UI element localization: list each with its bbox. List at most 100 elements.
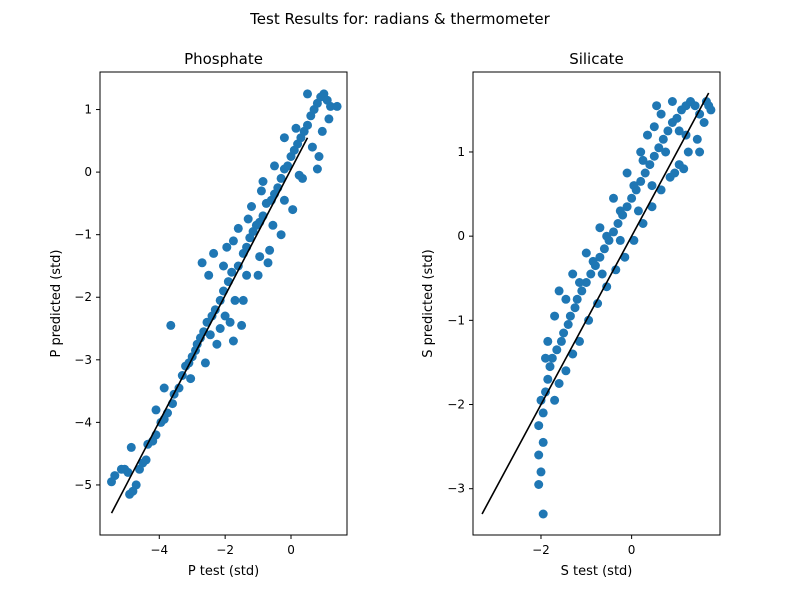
silicate-data-point [670, 168, 680, 178]
silicate-data-point [575, 278, 584, 287]
silicate-data-point [629, 235, 639, 245]
phosphate-title: Phosphate [184, 50, 263, 68]
phosphate-data-point [131, 480, 141, 490]
silicate-x-tick-label: −2 [532, 543, 550, 557]
silicate-data-point [613, 219, 623, 228]
silicate-data-point [602, 282, 612, 292]
silicate-data-point [622, 168, 632, 178]
silicate-data-point [541, 353, 550, 363]
silicate-data-point [545, 362, 555, 372]
silicate-data-point [534, 450, 544, 460]
silicate-y-tick-label: 0 [457, 229, 465, 243]
phosphate-x-ticks: −4 −2 0 [150, 535, 295, 557]
silicate-data-point [690, 101, 700, 111]
phosphate-data-point [265, 245, 275, 255]
phosphate-data-point [227, 267, 237, 277]
phosphate-data-point [307, 142, 317, 152]
silicate-data-point [588, 256, 598, 266]
silicate-data-point [656, 109, 666, 119]
phosphate-data-point [256, 186, 266, 196]
phosphate-data-point [258, 177, 268, 186]
silicate-data-point [593, 299, 603, 308]
silicate-data-point [667, 97, 677, 106]
phosphate-data-point [205, 330, 215, 340]
silicate-data-point [561, 294, 571, 304]
silicate-x-tick-label: 0 [628, 543, 636, 557]
phosphate-data-point [212, 339, 222, 349]
silicate-data-point [552, 345, 562, 355]
silicate-data-point [559, 328, 569, 338]
silicate-data-point [692, 134, 702, 144]
silicate-data-point [654, 143, 664, 153]
phosphate-reference-line [110, 137, 309, 514]
silicate-y-ticks: −3 −2 −1 0 1 [447, 145, 473, 496]
silicate-data-point [568, 349, 578, 359]
silicate-data-point [543, 374, 553, 384]
silicate-y-tick-label: −3 [447, 482, 465, 496]
phosphate-data-point [210, 305, 220, 315]
silicate-data-point [581, 278, 591, 287]
silicate-data-point [647, 202, 657, 212]
silicate-data-point [620, 252, 630, 262]
silicate-data-point [706, 105, 716, 115]
phosphate-data-point [166, 320, 176, 330]
silicate-data-point [584, 315, 594, 325]
phosphate-data-point [110, 471, 120, 481]
silicate-y-tick-label: 1 [457, 145, 465, 159]
silicate-data-point [543, 336, 553, 346]
phosphate-data-point [215, 295, 225, 305]
silicate-data-point [638, 155, 648, 165]
phosphate-data-point [186, 374, 196, 384]
silicate-data-point [633, 206, 643, 216]
silicate-data-point [622, 202, 632, 212]
silicate-data-point [572, 294, 582, 304]
phosphate-x-tick-label: −4 [150, 543, 168, 557]
silicate-title: Silicate [569, 50, 624, 68]
phosphate-data-point [253, 270, 263, 280]
phosphate-data-point [141, 455, 151, 465]
silicate-data-point [595, 252, 605, 262]
silicate-data-point [538, 509, 548, 519]
phosphate-data-point [237, 320, 247, 330]
phosphate-data-point [294, 170, 304, 180]
silicate-data-point [679, 164, 689, 174]
phosphate-data-point [233, 223, 243, 233]
phosphate-data-point [126, 442, 136, 452]
silicate-data-point [683, 147, 693, 157]
silicate-data-point [638, 219, 648, 228]
silicate-data-point [602, 231, 612, 241]
phosphate-data-point [303, 89, 312, 99]
silicate-axes-frame [472, 71, 721, 536]
silicate-data-point [561, 366, 571, 376]
phosphate-y-axis-label: P predicted (std) [49, 249, 64, 357]
silicate-data-point [597, 269, 607, 279]
silicate-data-point [661, 147, 671, 157]
figure-suptitle: Test Results for: radians & thermometer [249, 10, 550, 28]
phosphate-data-point [288, 205, 298, 215]
phosphate-y-tick-label: 1 [84, 103, 92, 117]
phosphate-data-point [222, 242, 232, 252]
phosphate-data-point [197, 258, 207, 268]
silicate-data-point [699, 118, 709, 127]
silicate-data-point [615, 235, 625, 245]
silicate-y-tick-label: −2 [447, 398, 465, 412]
phosphate-data-point [219, 261, 228, 271]
phosphate-y-tick-label: −3 [74, 353, 92, 367]
silicate-y-tick-label: −1 [447, 313, 465, 327]
silicate-data-point [652, 101, 662, 111]
phosphate-data-point [303, 120, 312, 130]
phosphate-y-tick-label: −5 [74, 478, 92, 492]
phosphate-data-point [192, 339, 202, 349]
phosphate-data-point [317, 126, 327, 136]
silicate-data-point [636, 147, 646, 157]
silicate-data-point [615, 206, 625, 216]
silicate-x-ticks: −2 0 [532, 535, 635, 557]
phosphate-y-tick-label: −4 [74, 415, 92, 429]
silicate-data-point [568, 269, 578, 279]
phosphate-data-point [200, 358, 210, 368]
phosphate-data-point [263, 258, 273, 268]
silicate-scatter-points [534, 97, 716, 519]
silicate-data-point [627, 193, 637, 203]
silicate-data-point [538, 408, 548, 418]
